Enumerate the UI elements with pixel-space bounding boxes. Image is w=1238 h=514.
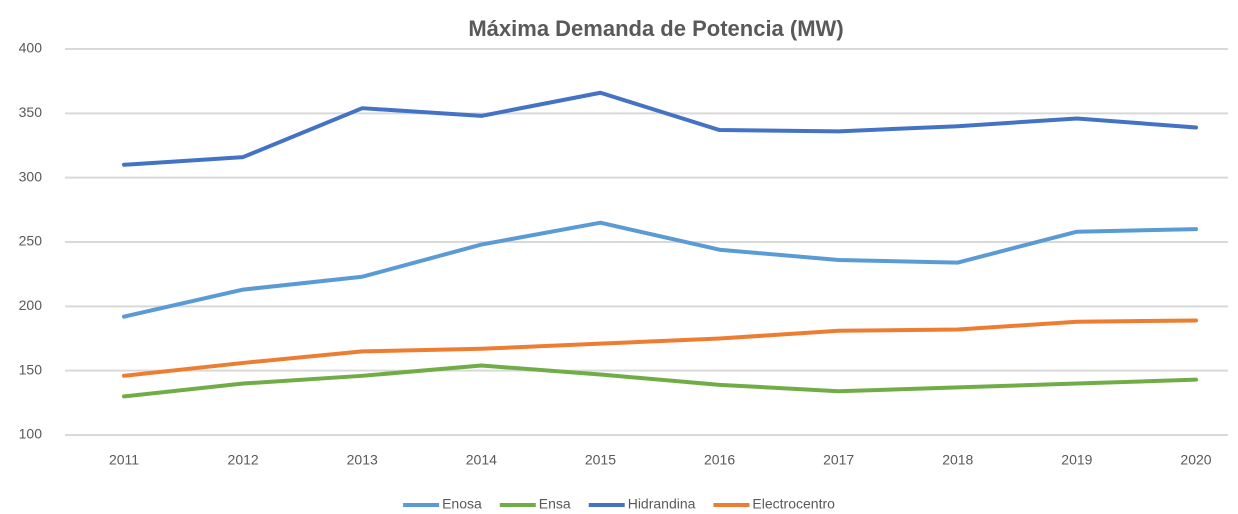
y-tick-label: 400 bbox=[19, 40, 43, 56]
x-tick-label: 2017 bbox=[823, 452, 854, 468]
series-line bbox=[122, 90, 1198, 167]
x-tick-label: 2014 bbox=[466, 452, 497, 468]
series-line bbox=[122, 220, 1198, 319]
y-tick-label: 350 bbox=[19, 104, 43, 120]
x-tick-label: 2013 bbox=[347, 452, 378, 468]
y-tick-label: 250 bbox=[19, 233, 43, 249]
x-tick-label: 2019 bbox=[1061, 452, 1092, 468]
x-tick-label: 2011 bbox=[109, 452, 139, 468]
chart-title: Máxima Demanda de Potencia (MW) bbox=[468, 16, 843, 41]
x-tick-label: 2015 bbox=[585, 452, 616, 468]
x-tick-label: 2012 bbox=[228, 452, 259, 468]
legend-label: Electrocentro bbox=[752, 496, 835, 512]
x-tick-label: 2018 bbox=[942, 452, 973, 468]
series-line bbox=[122, 363, 1198, 399]
y-tick-label: 100 bbox=[19, 426, 43, 442]
y-tick-label: 200 bbox=[19, 297, 43, 313]
y-tick-label: 300 bbox=[19, 168, 43, 184]
legend-label: Ensa bbox=[539, 496, 571, 512]
series-line bbox=[122, 318, 1198, 378]
legend-label: Enosa bbox=[442, 496, 482, 512]
x-tick-label: 2020 bbox=[1180, 452, 1211, 468]
legend-label: Hidrandina bbox=[628, 496, 696, 512]
y-tick-label: 150 bbox=[19, 361, 43, 377]
x-tick-label: 2016 bbox=[704, 452, 735, 468]
